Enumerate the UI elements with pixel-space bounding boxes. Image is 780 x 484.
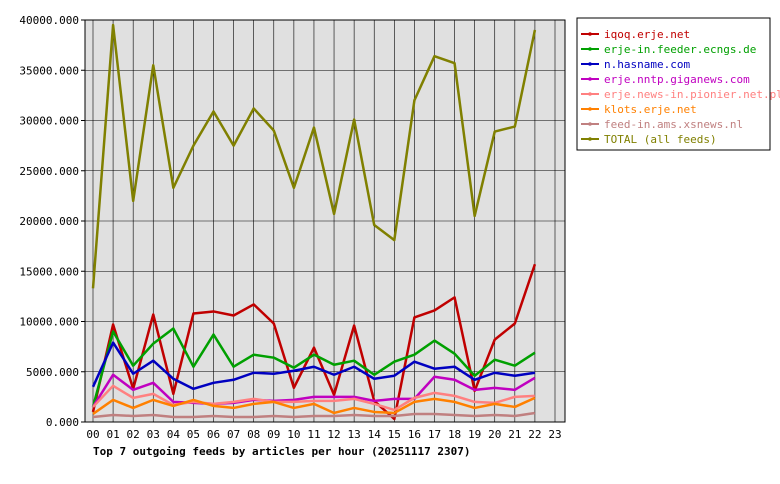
y-tick-label: 15000.000 [19, 265, 79, 278]
x-tick-label: 08 [247, 428, 260, 441]
legend-label: erje.news-in.pionier.net.pl [604, 88, 780, 101]
x-tick-label: 22 [528, 428, 541, 441]
y-tick-label: 5000.000 [26, 366, 79, 379]
y-tick-label: 30000.000 [19, 115, 79, 128]
legend-marker [588, 137, 592, 141]
series-line [91, 341, 536, 391]
legend-label: erje-in.feeder.ecngs.de [604, 43, 756, 56]
y-tick-label: 0.000 [46, 416, 79, 429]
legend-label: n.hasname.com [604, 58, 690, 71]
x-tick-label: 14 [368, 428, 382, 441]
legend-marker [588, 62, 592, 66]
series-line [92, 396, 536, 415]
x-tick-label: 07 [227, 428, 240, 441]
y-tick-label: 20000.000 [19, 215, 79, 228]
x-tick-label: 02 [127, 428, 140, 441]
x-tick-label: 19 [468, 428, 481, 441]
x-tick-label: 18 [448, 428, 461, 441]
legend-marker [588, 92, 592, 96]
x-tick-label: 12 [327, 428, 340, 441]
y-tick-label: 40000.000 [19, 14, 79, 27]
x-tick-label: 00 [86, 428, 99, 441]
legend-marker [588, 107, 592, 111]
x-tick-label: 10 [287, 428, 300, 441]
series-line [91, 23, 537, 289]
x-tick-label: 03 [147, 428, 160, 441]
x-tick-label: 23 [548, 428, 561, 441]
chart-title: Top 7 outgoing feeds by articles per hou… [93, 445, 471, 458]
y-tick-label: 10000.000 [19, 316, 79, 329]
legend-marker [588, 77, 592, 81]
series-line [91, 373, 536, 408]
legend-label: iqoq.erje.net [604, 28, 690, 41]
x-tick-label: 21 [508, 428, 521, 441]
legend-marker [588, 32, 592, 36]
x-tick-label: 13 [348, 428, 361, 441]
legend-label: klots.erje.net [604, 103, 697, 116]
legend-marker [588, 47, 592, 51]
x-tick-label: 15 [388, 428, 401, 441]
series-line [92, 411, 536, 419]
x-tick-label: 05 [187, 428, 200, 441]
legend-marker [588, 122, 592, 126]
x-tick-label: 09 [267, 428, 280, 441]
x-tick-label: 16 [408, 428, 421, 441]
series-line [91, 263, 537, 421]
x-tick-label: 04 [167, 428, 181, 441]
x-tick-label: 01 [106, 428, 119, 441]
series-line [92, 384, 535, 412]
x-tick-label: 20 [488, 428, 501, 441]
x-tick-label: 11 [307, 428, 320, 441]
y-tick-label: 35000.000 [19, 64, 79, 77]
legend-label: TOTAL (all feeds) [604, 133, 717, 146]
series-line [91, 327, 536, 408]
legend-box [576, 17, 771, 151]
legend-label: feed-in.ams.xsnews.nl [604, 118, 743, 131]
y-tick-label: 25000.000 [19, 165, 79, 178]
x-tick-label: 17 [428, 428, 441, 441]
legend-label: erje.nntp.giganews.com [604, 73, 750, 86]
x-tick-label: 06 [207, 428, 220, 441]
